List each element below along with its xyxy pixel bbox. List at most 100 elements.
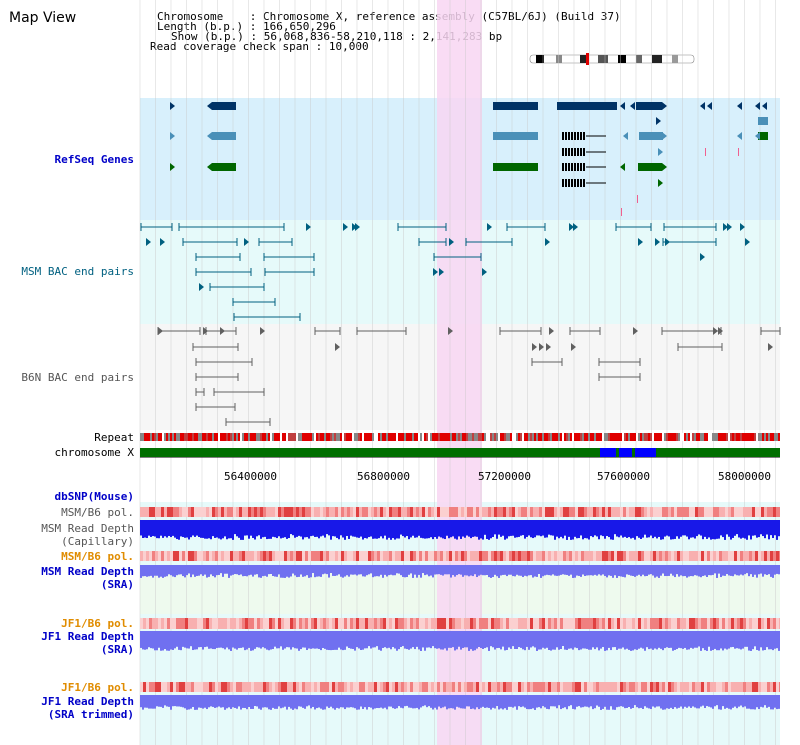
depth-bar: [174, 520, 176, 538]
polymorphism-cell: [425, 618, 428, 629]
repeat-element: [436, 433, 438, 441]
depth-bar: [426, 520, 428, 539]
track-label-dbsnp[interactable]: dbSNP(Mouse): [54, 490, 134, 503]
polymorphism-cell: [728, 507, 731, 517]
depth-bar: [282, 565, 284, 578]
depth-bar: [534, 520, 536, 538]
depth-bar: [694, 520, 696, 539]
repeat-element: [512, 433, 514, 441]
marker: [621, 208, 622, 216]
polymorphism-cell: [428, 618, 431, 629]
chromosome-band[interactable]: [140, 448, 780, 457]
depth-bar: [748, 565, 750, 577]
polymorphism-cell: [611, 618, 614, 629]
polymorphism-cell: [221, 507, 224, 517]
depth-bar: [644, 631, 646, 651]
depth-bar: [666, 631, 668, 648]
exon-stripe: [571, 148, 573, 156]
depth-bar: [284, 565, 286, 578]
depth-bar: [254, 520, 256, 540]
repeat-band[interactable]: [140, 433, 780, 441]
track-label-refseq-genes[interactable]: RefSeq Genes: [54, 153, 134, 166]
depth-bar: [444, 565, 446, 575]
polymorphism-cell: [536, 551, 539, 561]
polymorphism-cell: [530, 507, 533, 517]
polymorphism-cell: [422, 507, 425, 517]
polymorphism-cell: [218, 551, 221, 561]
depth-bar: [298, 520, 300, 536]
strand-arrow: [707, 102, 712, 110]
depth-bar: [422, 695, 424, 707]
polymorphism-cell: [779, 507, 780, 517]
depth-bar: [514, 520, 516, 538]
depth-bar: [296, 565, 298, 578]
polymorphism-cell: [245, 618, 248, 629]
polymorphism-cell: [524, 551, 527, 561]
depth-bar: [184, 695, 186, 709]
chromosome-ideogram[interactable]: [528, 53, 698, 65]
repeat-element: [348, 433, 350, 441]
polymorphism-cell: [611, 682, 614, 692]
depth-bar: [536, 520, 538, 536]
depth-bar: [420, 520, 422, 538]
polymorphism-cell: [512, 507, 515, 517]
polymorphism-cell: [161, 551, 164, 561]
depth-bar: [468, 520, 470, 537]
repeat-element: [532, 433, 534, 441]
repeat-element: [336, 433, 338, 441]
depth-bar: [598, 520, 600, 540]
depth-bar: [258, 565, 260, 578]
depth-bar: [388, 631, 390, 648]
repeat-element: [264, 433, 266, 441]
depth-bar: [716, 695, 718, 706]
depth-bar: [628, 695, 630, 708]
repeat-element: [286, 433, 288, 441]
depth-bar: [766, 520, 768, 535]
depth-bar: [194, 631, 196, 650]
depth-bar: [324, 520, 326, 538]
depth-bar: [244, 695, 246, 708]
depth-bar: [672, 631, 674, 651]
depth-bar: [290, 565, 292, 577]
depth-bar: [140, 565, 142, 578]
depth-bar: [420, 695, 422, 708]
polymorphism-cell: [560, 551, 563, 561]
depth-bar: [320, 520, 322, 537]
depth-bar: [774, 695, 776, 708]
read-tracks[interactable]: [140, 507, 780, 737]
polymorphism-cell: [263, 618, 266, 629]
depth-bar: [472, 565, 474, 577]
polymorphism-cell: [200, 507, 203, 517]
depth-bar: [456, 565, 458, 576]
polymorphism-cell: [575, 618, 578, 629]
depth-bar: [230, 565, 232, 576]
depth-bar: [384, 565, 386, 575]
polymorphism-cell: [179, 618, 182, 629]
depth-bar: [276, 631, 278, 649]
polymorphism-cell: [356, 682, 359, 692]
depth-bar: [756, 565, 758, 578]
depth-bar: [482, 631, 484, 650]
polymorphism-cell: [629, 507, 632, 517]
polymorphism-cell: [449, 618, 452, 629]
depth-bar: [702, 631, 704, 649]
track-label-msm-bac[interactable]: MSM BAC end pairs: [21, 265, 134, 278]
depth-bar: [610, 565, 612, 576]
depth-bar: [650, 695, 652, 710]
depth-bar: [672, 565, 674, 576]
polymorphism-cell: [392, 618, 395, 629]
polymorphism-cell: [659, 682, 662, 692]
depth-bar: [548, 520, 550, 535]
polymorphism-cell: [395, 507, 398, 517]
polymorphism-cell: [725, 507, 728, 517]
depth-bar: [314, 520, 316, 537]
repeat-element: [716, 433, 718, 441]
depth-bar: [714, 695, 716, 707]
depth-bar: [760, 565, 762, 574]
polymorphism-cell: [179, 682, 182, 692]
track-label-b6n-bac[interactable]: B6N BAC end pairs: [21, 371, 134, 384]
depth-bar: [312, 520, 314, 536]
depth-bar: [592, 631, 594, 648]
depth-bar: [284, 631, 286, 649]
depth-bar: [306, 631, 308, 651]
